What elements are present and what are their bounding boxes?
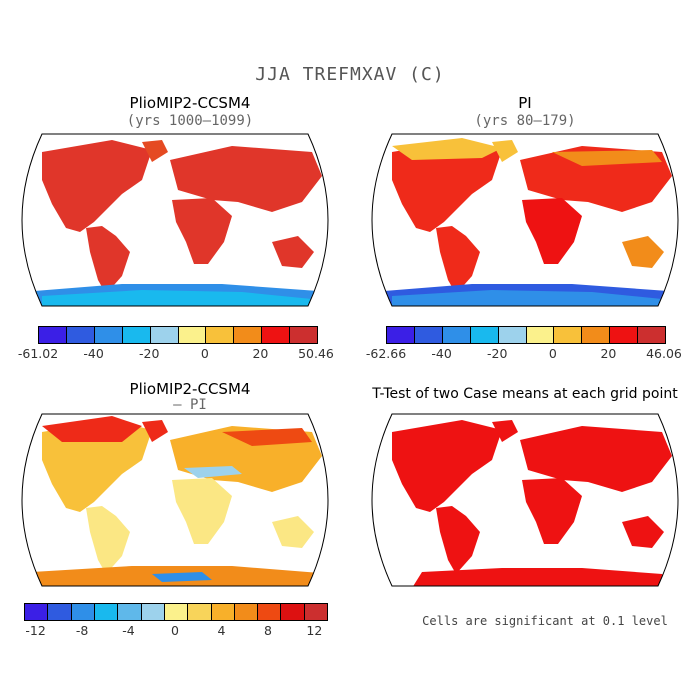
panel4-title: T-Test of two Case means at each grid po…	[372, 386, 678, 402]
colorbar-swatch	[258, 604, 282, 620]
colorbar-swatch	[25, 604, 49, 620]
colorbar-swatch	[262, 327, 291, 343]
colorbar-swatch	[290, 327, 318, 343]
panel1-title: PlioMIP2-CCSM4	[129, 94, 251, 112]
colorbar-tick-label: -40	[431, 346, 452, 361]
colorbar-swatch	[387, 327, 415, 343]
colorbar-tick-label: 20	[252, 346, 269, 361]
colorbar-tick-label: -40	[83, 346, 104, 361]
colorbar-swatch	[234, 327, 263, 343]
colorbar-swatch	[554, 327, 583, 343]
colorbar-swatch	[39, 327, 67, 343]
colorbar-swatch	[122, 327, 151, 343]
panel2-colorbar-ticks: -62.66 -40 -20 0 20 46.06	[366, 346, 682, 364]
figure-title: JJA TREFMXAV (C)	[255, 64, 445, 85]
colorbar-tick-label: -20	[486, 346, 508, 361]
colorbar-swatch	[48, 604, 72, 620]
colorbar-swatch	[526, 327, 555, 343]
colorbar-swatch	[638, 327, 666, 343]
colorbar-swatch	[178, 327, 207, 343]
panel1-colorbar-ticks: -61.02 -40 -20 0 20 50.46	[18, 346, 334, 364]
colorbar-tick-label: 0	[171, 623, 179, 638]
panel3-map	[21, 413, 329, 587]
colorbar-swatch	[281, 604, 305, 620]
colorbar-swatch	[206, 327, 235, 343]
colorbar-tick-label: -4	[122, 623, 135, 638]
colorbar-tick-label: -12	[25, 623, 46, 638]
panel3-subtitle: – PI	[173, 397, 207, 413]
colorbar-swatch	[470, 327, 499, 343]
colorbar-tick-label: 8	[263, 623, 272, 638]
colorbar-tick-label: 0	[200, 346, 209, 361]
colorbar-swatch	[234, 604, 259, 620]
colorbar-swatch	[414, 327, 443, 343]
colorbar-tick-label: 12	[306, 623, 323, 638]
panel1-map	[21, 133, 329, 307]
colorbar-swatch	[610, 327, 639, 343]
colorbar-tick-label: 46.06	[646, 346, 682, 361]
panel2-colorbar	[386, 326, 666, 344]
colorbar-swatch	[304, 604, 328, 620]
colorbar-tick-label: -62.66	[365, 346, 407, 361]
colorbar-swatch	[94, 604, 119, 620]
panel2-subtitle: (yrs 80–179)	[474, 113, 576, 129]
colorbar-swatch	[66, 327, 95, 343]
colorbar-swatch	[188, 604, 212, 620]
panel1-subtitle: (yrs 1000–1099)	[126, 113, 254, 129]
panel2-title: PI	[518, 94, 532, 112]
colorbar-swatch	[141, 604, 165, 620]
significance-note: Cells are significant at 0.1 level	[422, 614, 668, 628]
colorbar-swatch	[442, 327, 471, 343]
colorbar-swatch	[498, 327, 527, 343]
colorbar-swatch	[164, 604, 189, 620]
panel4-map	[371, 413, 679, 587]
panel3-title: PlioMIP2-CCSM4	[129, 380, 251, 398]
colorbar-tick-label: -61.02	[17, 346, 59, 361]
colorbar-tick-label: 20	[600, 346, 617, 361]
colorbar-swatch	[150, 327, 179, 343]
colorbar-tick-label: 0	[548, 346, 557, 361]
panel1-colorbar	[38, 326, 318, 344]
colorbar-swatch	[582, 327, 611, 343]
colorbar-tick-label: -20	[138, 346, 160, 361]
panel3-colorbar	[24, 603, 328, 621]
colorbar-swatch	[71, 604, 95, 620]
panel3-colorbar-ticks: -12 -8 -4 0 4 8 12	[24, 623, 326, 641]
colorbar-tick-label: 4	[217, 623, 226, 638]
colorbar-tick-label: -8	[75, 623, 89, 638]
colorbar-tick-label: 50.46	[298, 346, 334, 361]
colorbar-swatch	[94, 327, 123, 343]
colorbar-swatch	[118, 604, 142, 620]
panel2-map	[371, 133, 679, 307]
colorbar-swatch	[211, 604, 235, 620]
